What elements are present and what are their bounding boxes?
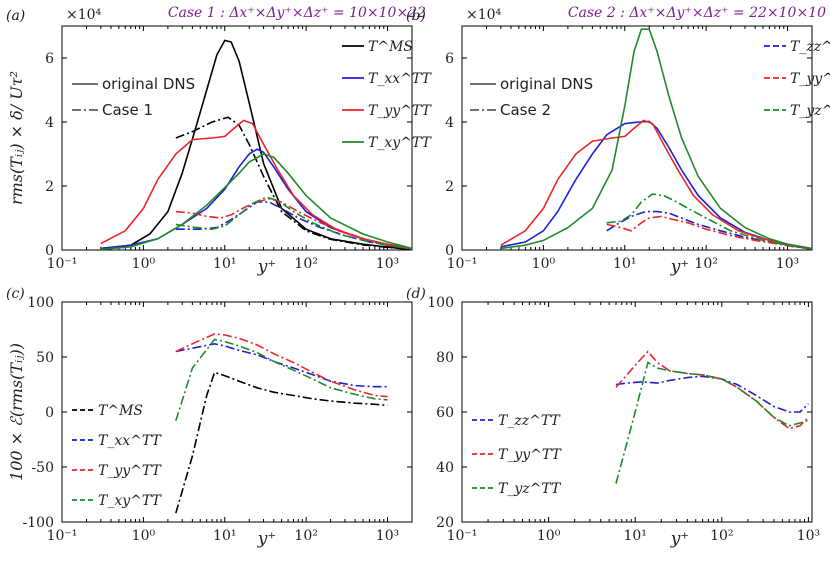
x-axis-label: y⁺: [670, 529, 690, 549]
panel-label: (a): [6, 8, 25, 24]
series-group: [101, 40, 412, 249]
y-tick-label: -100: [23, 515, 54, 531]
legend-label: T_xx^TT: [98, 433, 162, 449]
x-tick-label: 10¹: [213, 256, 236, 272]
panel-label: (c): [6, 286, 25, 302]
y-tick-label: 4: [45, 115, 54, 131]
legend-label: T_xy^TT: [368, 135, 432, 151]
legend-label: T_xx^TT: [368, 71, 432, 87]
style-legend-label: original DNS: [102, 75, 195, 93]
y-tick-label: 4: [445, 115, 454, 131]
y-tick-label: 100: [427, 295, 454, 311]
y-tick-label: 60: [436, 405, 454, 421]
legend-label: T^MS: [98, 403, 143, 419]
series-line-t-yz-tt-case-2: [607, 194, 812, 249]
y-axis-label: 100 × ℰ(rms(Tᵢⱼ)): [7, 343, 26, 481]
legend-label: T_zz^TT: [498, 413, 561, 429]
y-tick-label: 50: [36, 350, 54, 366]
x-tick-label: 10⁰: [132, 256, 156, 272]
legend-label: T_yy^TT: [790, 71, 830, 87]
style-legend-label: Case 1: [102, 101, 153, 119]
panel-label: (b): [406, 8, 426, 24]
y-tick-label: 40: [436, 460, 454, 476]
y-tick-label: 0: [45, 405, 54, 421]
y-tick-label: 6: [445, 51, 454, 67]
panel-title: Case 1 : Δx⁺×Δy⁺×Δz⁺ = 10×10×22: [168, 5, 426, 21]
series-line-t-zz-tt-original-dns: [501, 121, 812, 249]
series-line-t-yy-tt-original-dns: [101, 120, 412, 248]
x-tick-label: 10¹: [623, 528, 646, 544]
style-legend-label: original DNS: [500, 75, 593, 93]
legend-label: T_zz^TT: [790, 39, 830, 55]
y-tick-label: 0: [445, 243, 454, 259]
legend-label: T_yy^TT: [98, 463, 162, 479]
series-line-t-yz-tt: [616, 363, 808, 484]
legend-label: T_yy^TT: [368, 103, 432, 119]
series-line-t-yz-tt-original-dns: [501, 29, 812, 249]
y-tick-label: 80: [436, 350, 454, 366]
panel-d: 10⁻¹ 10⁰ 10¹ 10² 10³20406080100y⁺(d)T_zz^TTT…: [406, 286, 820, 549]
y-tick-label: 0: [45, 243, 54, 259]
series-line-t-ms-original-dns: [101, 40, 412, 249]
y-multiplier: ×10⁴: [66, 7, 102, 23]
y-axis-label: rms(Tᵢⱼ) × δ/ Uτ²: [7, 71, 26, 205]
x-axis-label: y⁺: [670, 257, 690, 277]
series-group: [501, 29, 812, 249]
y-tick-label: 2: [445, 179, 454, 195]
x-tick-label: 10³: [797, 528, 820, 544]
axes-box: [462, 26, 812, 250]
x-axis-label: y⁺: [257, 257, 277, 277]
legend-label: T_xy^TT: [98, 493, 162, 509]
style-legend-label: Case 2: [500, 101, 551, 119]
series-group: [616, 352, 808, 484]
legend-label: T_yz^TT: [790, 103, 830, 119]
x-tick-label: 10¹: [213, 528, 236, 544]
figure: 10⁻¹ 10⁰ 10¹ 10² 10³0246y⁺(a) ×10⁴ Case 1 : Δx…: [0, 0, 830, 568]
legend-label: T_yz^TT: [498, 481, 562, 497]
series-line-t-yy-tt: [176, 334, 388, 397]
series-line-t-xx-tt: [176, 344, 388, 387]
y-multiplier: ×10⁴: [466, 7, 502, 23]
x-tick-label: 10¹: [613, 256, 636, 272]
x-tick-label: 10⁰: [537, 528, 561, 544]
y-tick-label: -50: [31, 460, 54, 476]
series-line-t-ms: [176, 372, 388, 513]
series-line-t-yy-tt: [616, 352, 808, 429]
x-tick-label: 10³: [376, 528, 399, 544]
x-tick-label: 10²: [694, 256, 717, 272]
series-line-t-zz-tt: [616, 376, 808, 412]
x-tick-label: 10³: [776, 256, 799, 272]
y-tick-label: 2: [45, 179, 54, 195]
x-tick-label: 10²: [294, 528, 317, 544]
panel-label: (d): [406, 286, 426, 302]
series-group: [176, 334, 388, 513]
series-line-t-xy-tt: [176, 339, 388, 420]
x-axis-label: y⁺: [257, 529, 277, 549]
x-tick-label: 10³: [376, 256, 399, 272]
x-tick-label: 10²: [710, 528, 733, 544]
y-tick-label: 6: [45, 51, 54, 67]
y-tick-label: 100: [27, 295, 54, 311]
legend-label: T^MS: [368, 39, 413, 55]
x-tick-label: 10⁰: [532, 256, 556, 272]
x-tick-label: 10⁰: [132, 528, 156, 544]
y-tick-label: 20: [436, 515, 454, 531]
panel-title: Case 2 : Δx⁺×Δy⁺×Δz⁺ = 22×10×10: [568, 5, 826, 21]
x-tick-label: 10²: [294, 256, 317, 272]
legend-label: T_yy^TT: [498, 447, 562, 463]
series-line-t-yy-tt-original-dns: [501, 120, 812, 248]
